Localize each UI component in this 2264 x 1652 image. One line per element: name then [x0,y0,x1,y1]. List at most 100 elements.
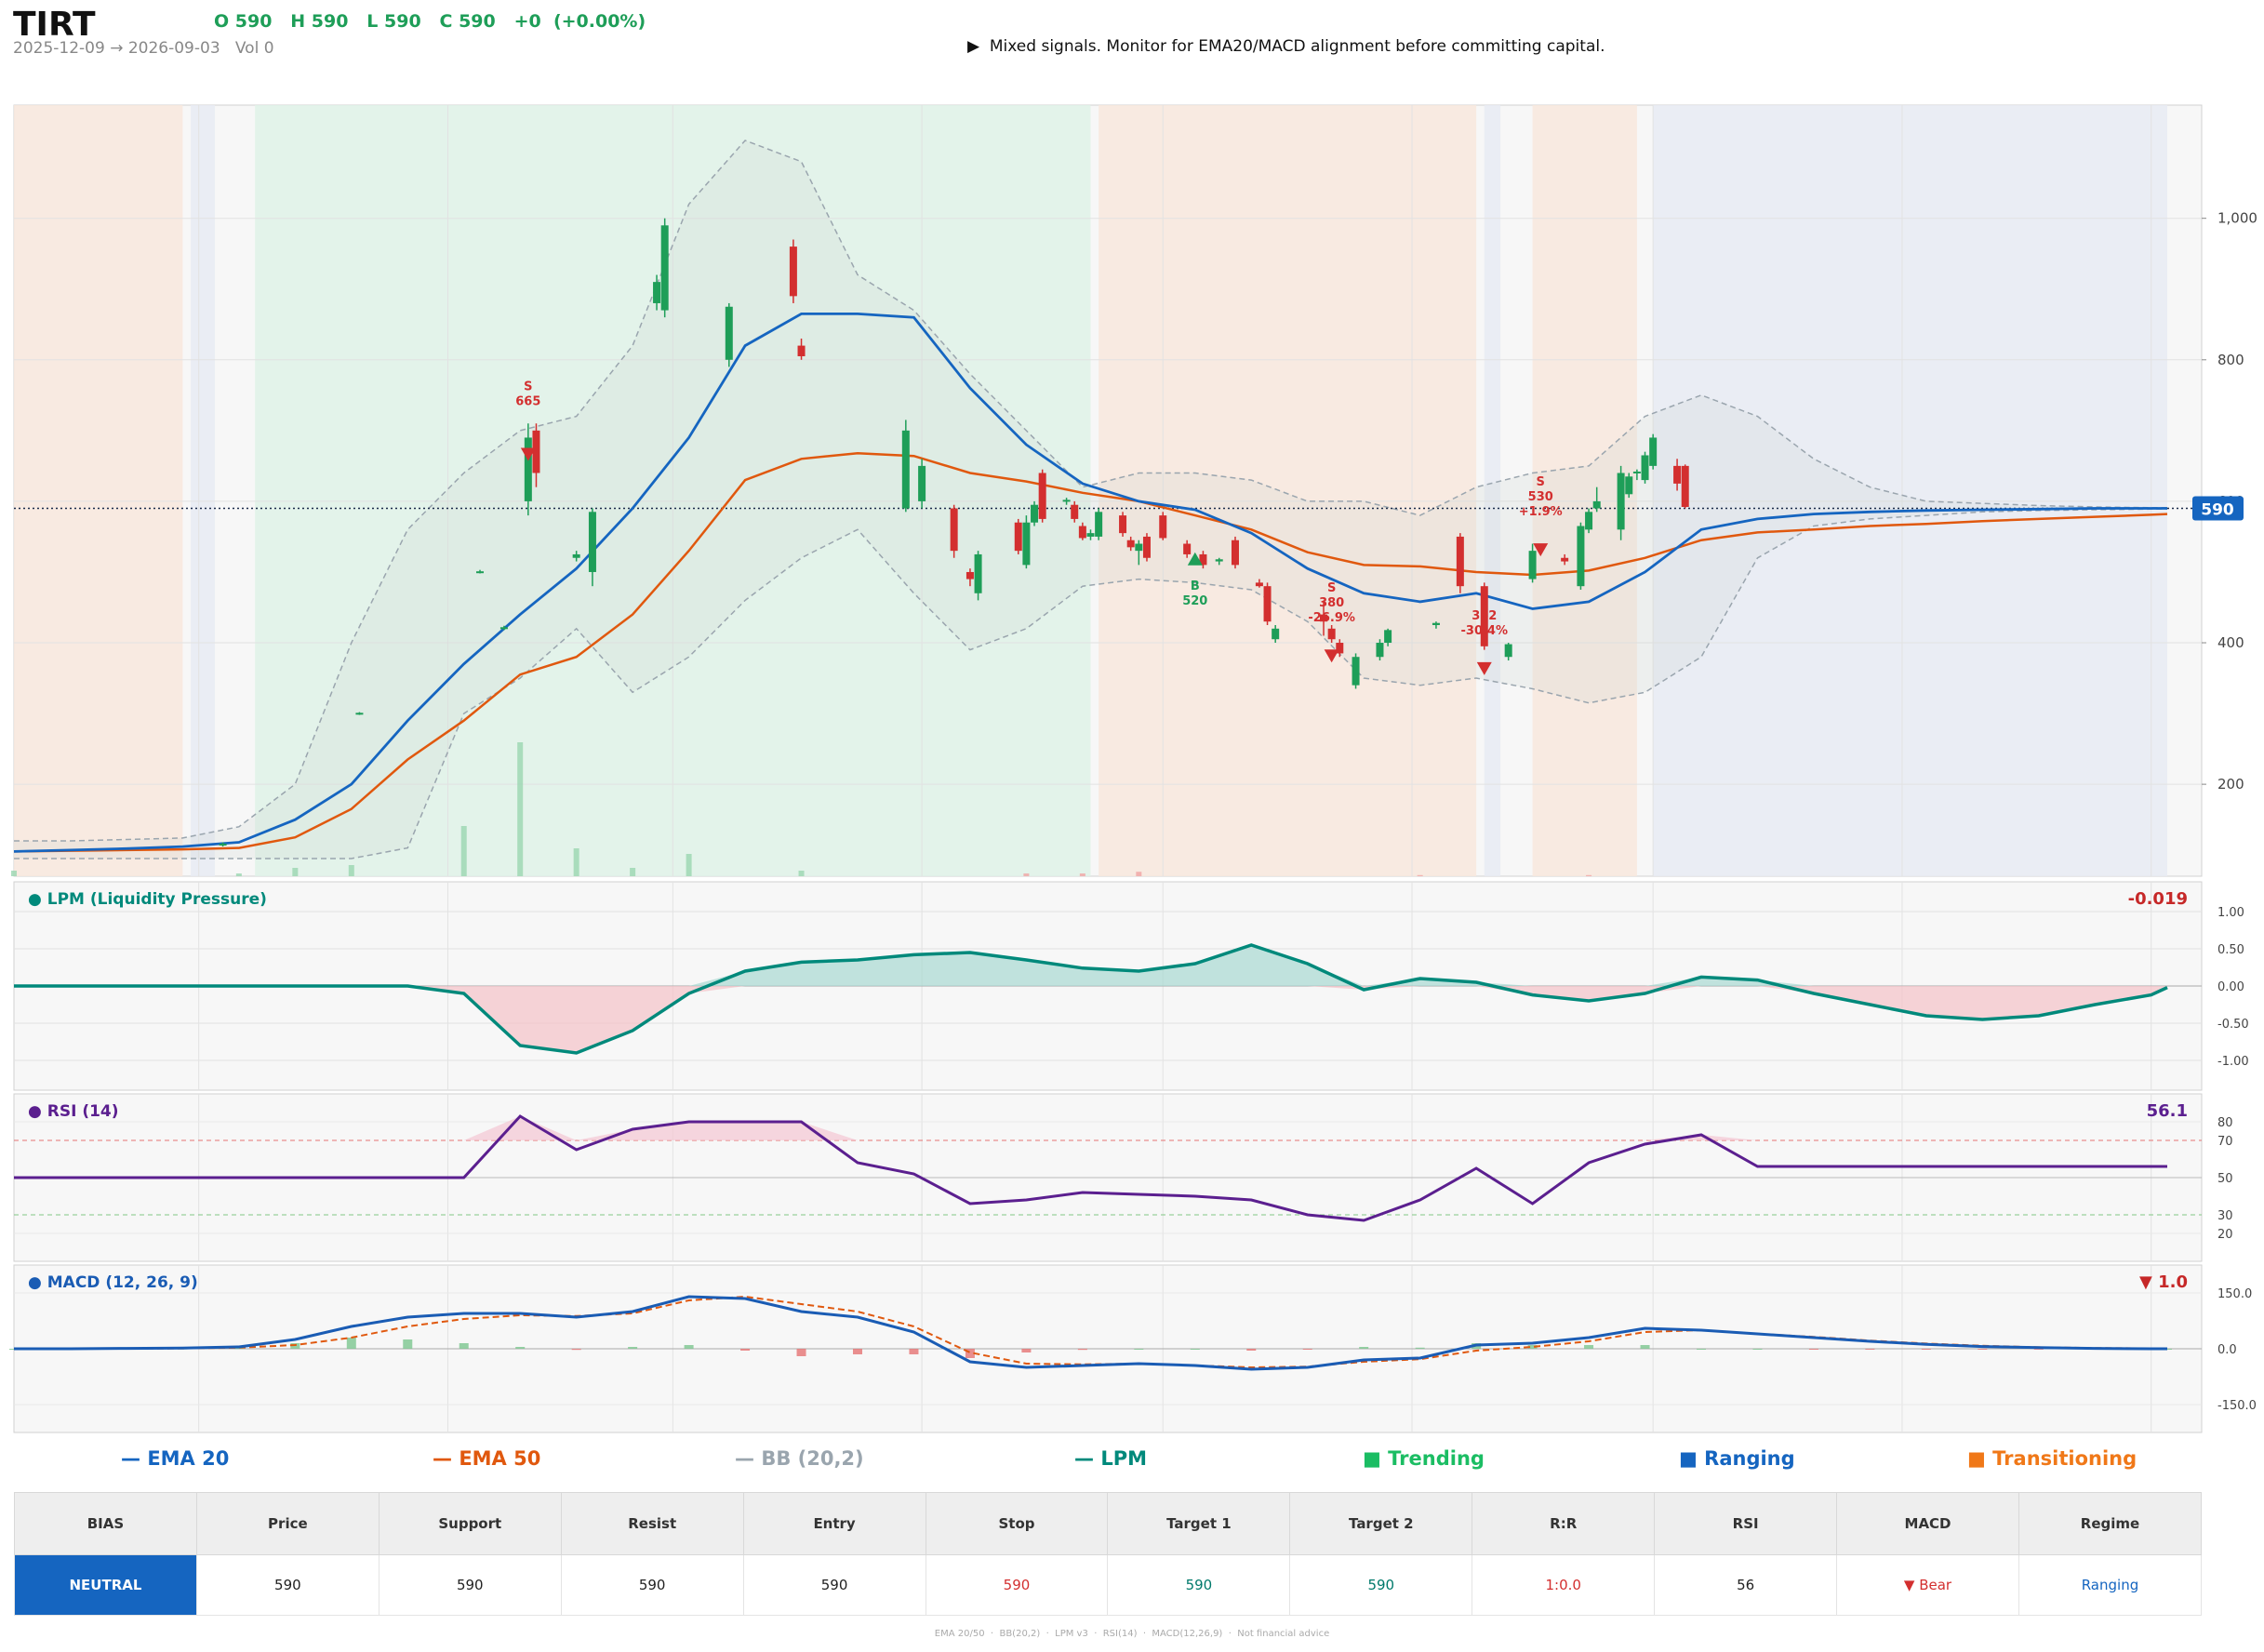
legend-swatch: ■ [1679,1447,1698,1470]
macd-histogram-bar [852,1349,862,1354]
macd-histogram-bar [1808,1349,1818,1350]
table-header: Support [378,1492,562,1555]
price-badge-text: 590 [2201,501,2234,520]
legend-ema50[interactable]: — EMA 50 [433,1447,540,1470]
macd-histogram-bar [965,1349,975,1358]
marker-label: B [1191,580,1200,593]
regime-band-ranging [1484,105,1501,876]
rsi-tick-label: 30 [2217,1209,2233,1223]
marker-label: S [1327,581,1336,595]
rsi-tick-label: 20 [2217,1228,2233,1242]
macd-tick-label: 0.0 [2217,1343,2237,1357]
bollinger-band-fill [14,140,2167,859]
candle-up [1095,512,1103,537]
footer-note: EMA 20/50 · BB(20,2) · LPM v3 · RSI(14) … [934,1629,1330,1639]
macd-histogram-bar [1640,1345,1650,1349]
candle-down [1320,614,1328,622]
candle-up [1585,512,1593,530]
macd-histogram-bar [1865,1349,1875,1350]
legend-ranging[interactable]: ■ Ranging [1679,1447,1795,1470]
lpm-tick-label: 1.00 [2217,906,2244,920]
y-tick-label: 400 [2217,634,2244,651]
candle-up [1528,551,1537,580]
lpm-negative-fill [14,986,2167,1053]
signal-message: ▶ Mixed signals. Monitor for EMA20/MACD … [967,37,1605,56]
volume-bar [798,871,805,876]
candle-up [1376,643,1384,658]
resist-cell: 590 [560,1554,744,1616]
macd-histogram-bar [1752,1349,1763,1350]
regime-band-transitioning [1099,105,1477,876]
legend-swatch: — [1074,1447,1094,1470]
legend-bb[interactable]: — BB (20,2) [735,1447,864,1470]
table-header: Entry [742,1492,926,1555]
legend-ema20[interactable]: — EMA 20 [121,1447,229,1470]
date-range-volume: 2025-12-09 → 2026-09-03 Vol 0 [13,39,274,58]
sell-marker [1533,543,1549,557]
legend-label: EMA 50 [459,1447,541,1470]
bollinger-upper-line [14,140,2167,842]
candle-up [1384,630,1392,644]
table-header: Regime [2018,1492,2203,1555]
legend-lpm[interactable]: — LPM [1074,1447,1147,1470]
x-tick-label: Sep '26 [2118,1450,2184,1451]
legend-label: BB (20,2) [761,1447,864,1470]
candle-down [1183,543,1192,554]
lpm-tick-label: -1.00 [2217,1055,2249,1069]
macd-histogram-bar [1359,1347,1369,1349]
volume-bar [1586,874,1592,876]
target1-cell: 590 [1107,1554,1291,1616]
x-tick-label: Aug '26 [1869,1450,1937,1451]
table-header-row: BIAS Price Support Resist Entry Stop Tar… [14,1492,2203,1555]
stop-cell: 590 [925,1554,1109,1616]
table-header: Price [195,1492,380,1555]
legend-label: Ranging [1704,1447,1795,1470]
candle-down [950,508,958,552]
macd-histogram-bar [1021,1349,1032,1352]
rsi-tick-label: 80 [2217,1116,2233,1130]
legend-trending[interactable]: ■ Trending [1363,1447,1485,1470]
macd-histogram-bar [1415,1347,1425,1349]
legend-label: EMA 20 [147,1447,230,1470]
x-tick-label: Mar '26 [640,1450,706,1451]
candle-up [653,282,661,303]
lpm-positive-fill [14,945,2167,986]
lpm-tick-label: -0.50 [2217,1018,2249,1032]
macd-histogram-bar [1246,1349,1257,1351]
x-tick-label: Apr '26 [890,1450,953,1451]
marker-label: -30.4% [1461,624,1509,638]
x-tick-label: Jul '26 [1625,1450,1680,1451]
macd-histogram-bar [346,1338,356,1349]
candle-down [966,571,974,580]
rr-cell: 1:0.0 [1472,1554,1656,1616]
candle-down [1014,522,1022,552]
regime-band-transitioning [14,105,183,876]
legend-swatch: ■ [1967,1447,1986,1470]
candle-up [355,713,364,715]
candle-up [1625,476,1633,495]
candle-down [1673,465,1682,484]
sell-marker [1476,661,1492,675]
candle-down [1071,504,1079,519]
candle-up [1272,628,1280,640]
regime-band-ranging [1653,105,2167,876]
macd-histogram-bar [2033,1349,2044,1350]
ticker-symbol: TIRT [13,6,96,44]
volume-bar [517,742,524,876]
macd-histogram-bar [1696,1349,1706,1350]
chart-area[interactable]: Jan '26 Feb '26 Mar '26 Apr '26 May '26 Jun '… [0,0,2264,1451]
candle-down [1119,515,1127,534]
macd-histogram-bar [571,1349,581,1351]
candle-down [1456,536,1464,587]
sell-marker [1324,649,1339,663]
candle-up [974,553,982,593]
legend-transitioning[interactable]: ■ Transitioning [1967,1447,2137,1470]
candle-up [524,437,532,501]
legend-label: Trending [1388,1447,1485,1470]
volume-bar [292,868,299,876]
candle-down [1561,557,1569,562]
y-tick-label: 200 [2217,776,2244,793]
candle-down [1255,582,1263,587]
volume-bar [1023,873,1030,876]
candle-up [1504,644,1512,658]
